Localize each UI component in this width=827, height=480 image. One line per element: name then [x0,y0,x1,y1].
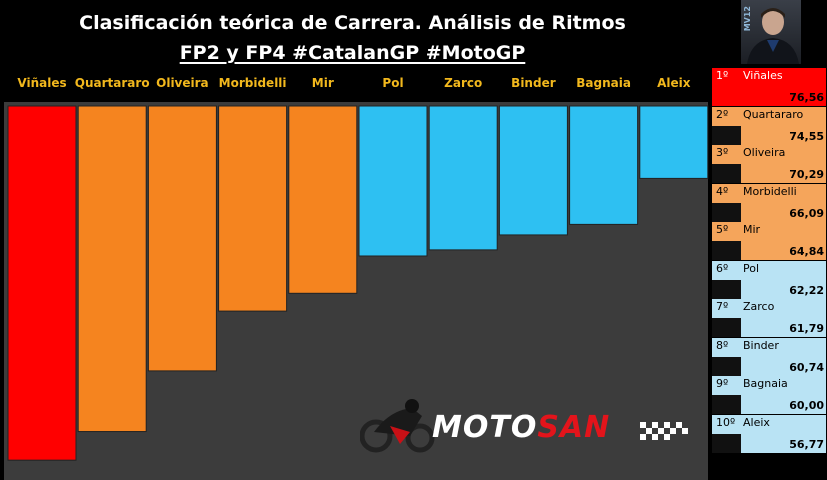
ranking-row: 1º Viñales 76,56 [712,68,826,106]
ranking-name-bar [741,222,826,241]
ranking-name: Binder [743,338,779,352]
motorcycle-rider-icon [359,399,435,453]
x-tick-label: Binder [511,76,556,90]
ranking-name: Oliveira [743,146,786,159]
ranking-position: 10º [716,415,736,429]
ranking-name-bar [741,145,826,164]
bar-3 [147,105,217,372]
photo-badge: MV12 [743,6,752,32]
chart-title: Clasificación teórica de Carrera. Anális… [79,12,626,34]
ranking-row-shade [712,125,741,145]
ranking-name: Bagnaia [743,377,788,390]
checkered-flag-icon [640,422,688,440]
ranking-name-bar [741,106,826,126]
ranking-row: 9º Bagnaia 60,00 [712,376,826,414]
ranking-row: 2º Quartararo 74,55 [712,106,826,145]
ranking-value: 70,29 [789,168,824,181]
x-tick-labels: Viñales Quartararo Oliveira Morbidelli Mir Po… [17,76,690,90]
bar-8 [498,105,568,236]
bar-1 [7,105,77,461]
ranking-name: Pol [743,261,760,275]
logo-text: MOTOSAN [432,410,610,445]
ranking-row: 10º Aleix 56,77 [712,414,826,453]
ranking-position: 2º [716,107,729,121]
ranking-row-shade [712,395,741,414]
motosan-logo: MOTOSAN [359,396,700,456]
bar-6 [358,105,428,257]
ranking-value: 66,09 [789,206,824,220]
logo-text-left: MOTO [432,410,538,445]
ranking-row-shade [712,433,741,453]
logo-text-right: SAN [537,410,611,445]
chart-subtitle-text: FP2 y FP4 #CatalanGP #MotoGP [179,42,526,64]
ranking-name: Quartararo [743,107,804,121]
ranking-name-bar [741,337,826,357]
ranking-value: 74,55 [789,129,824,143]
ranking-value: 56,77 [789,437,824,451]
ranking-name-bar [741,260,826,280]
ranking-row-shade [712,87,741,106]
rider-portrait-icon: MV12 [741,0,801,64]
ranking-position: 6º [716,261,729,275]
x-tick-label: Bagnaia [576,76,631,90]
ranking-row: 3º Oliveira 70,29 [712,145,826,183]
ranking-row: 7º Zarco 61,79 [712,299,826,337]
ranking-value: 64,84 [789,245,824,258]
ranking-position: 3º [716,146,729,159]
ranking-name: Mir [743,223,761,236]
ranking-row-shade [712,356,741,376]
x-tick-label: Pol [382,76,403,90]
chart-subtitle: FP2 y FP4 #CatalanGP #MotoGP [0,42,705,64]
ranking-value: 60,74 [789,360,824,374]
x-tick-label: Quartararo [75,76,150,90]
bar-7 [428,105,498,251]
ranking-row: 5º Mir 64,84 [712,222,826,260]
x-tick-label: Viñales [17,76,66,90]
ranking-name-bar [741,376,826,395]
ranking-value: 60,00 [789,399,824,412]
ranking-name-bar [741,299,826,318]
bar-5 [288,105,358,294]
ranking-name: Viñales [743,69,783,82]
ranking-name-bar [741,414,826,434]
ranking-name: Morbidelli [743,184,797,198]
ranking-row-shade [712,279,741,299]
bar-9 [569,105,639,225]
bar-4 [218,105,288,312]
ranking-name: Aleix [743,415,770,429]
ranking-row-shade [712,318,741,337]
x-tick-label: Aleix [657,76,691,90]
rider-portrait-svg [747,8,799,64]
ranking-value: 62,22 [789,283,824,297]
ranking-row: 4º Morbidelli 66,09 [712,183,826,222]
ranking-row-shade [712,164,741,183]
x-tick-label: Zarco [444,76,482,90]
ranking-row-shade [712,241,741,260]
ranking-position: 7º [716,300,729,313]
bar-10 [639,105,709,179]
x-tick-label: Oliveira [156,76,209,90]
ranking-name-bar [741,68,826,87]
ranking-row: 8º Binder 60,74 [712,337,826,376]
ranking-position: 4º [716,184,729,198]
ranking-position: 1º [716,69,729,82]
x-tick-label: Mir [312,76,334,90]
ranking-position: 9º [716,377,729,390]
ranking-name: Zarco [743,300,775,313]
bar-chart: Viñales Quartararo Oliveira Morbidelli Mir Po… [0,68,712,480]
bar-2 [77,105,147,433]
x-tick-label: Morbidelli [219,76,287,90]
ranking-name-bar [741,183,826,203]
ranking-row-shade [712,202,741,222]
ranking-value: 76,56 [789,91,824,104]
ranking-row: 6º Pol 62,22 [712,260,826,299]
ranking-position: 5º [716,223,729,236]
bars-group [7,105,709,461]
ranking-value: 61,79 [789,322,824,335]
ranking-position: 8º [716,338,729,352]
